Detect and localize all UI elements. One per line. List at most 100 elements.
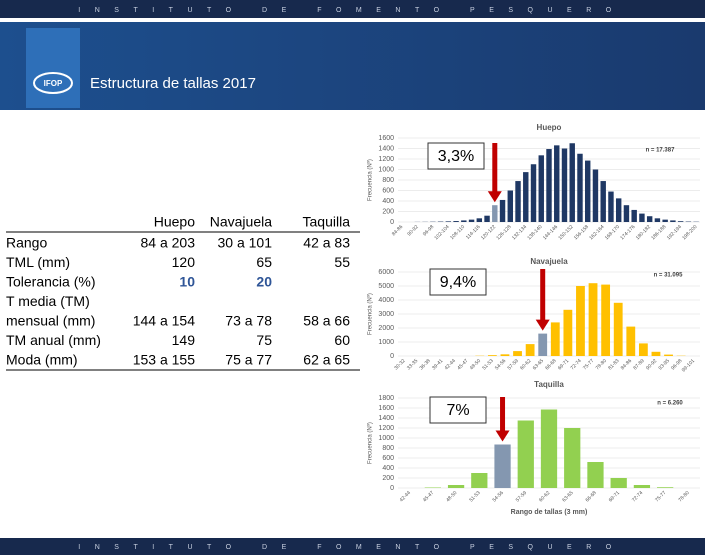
arrow-shaft [500, 397, 506, 432]
bar [540, 409, 558, 488]
logo-fish [33, 72, 73, 94]
bar [538, 155, 544, 222]
column-header: Huepo [154, 214, 195, 230]
bar [587, 462, 604, 488]
bar [569, 143, 575, 222]
x-axis-label: Rango de tallas (3 mm) [511, 509, 588, 516]
row-label: Moda (mm) [6, 352, 78, 368]
annotation: n = 31.095 [654, 273, 684, 279]
y-tick-label: 400 [382, 198, 394, 205]
bar [657, 487, 674, 488]
y-tick-label: 0 [390, 353, 394, 360]
row-label: TM anual (mm) [6, 332, 101, 348]
cell: 75 a 77 [225, 352, 272, 368]
bar [484, 215, 490, 222]
top-banner [0, 0, 705, 18]
y-tick-label: 1600 [378, 135, 394, 142]
bar [424, 487, 441, 488]
bar [563, 309, 573, 356]
bar [600, 181, 606, 222]
arrow-head [487, 191, 502, 203]
annotation-box [427, 142, 485, 170]
bar [492, 205, 498, 222]
y-tick-label: 5000 [378, 283, 394, 290]
y-tick-label: 1200 [378, 156, 394, 163]
cell: 30 a 101 [218, 235, 273, 251]
bar [651, 351, 661, 356]
annotation-box [429, 268, 487, 296]
y-tick-label: 1400 [378, 415, 394, 422]
row-label: Tolerancia (%) [6, 274, 95, 290]
bar [654, 218, 661, 222]
annotation: 9,4% [440, 274, 476, 291]
y-tick-label: 600 [382, 455, 394, 462]
bar [461, 220, 467, 222]
bar [525, 344, 535, 356]
bar [487, 355, 497, 356]
y-tick-label: 800 [382, 177, 394, 184]
bar [453, 221, 459, 222]
bar [513, 351, 522, 356]
y-tick-label: 1000 [378, 339, 394, 346]
bar [588, 283, 598, 356]
bar [564, 428, 581, 488]
bar [515, 181, 521, 222]
bar [626, 326, 636, 356]
bar [638, 343, 648, 356]
y-tick-label: 400 [382, 465, 394, 472]
bar [471, 473, 488, 488]
bar [538, 333, 548, 356]
bar [507, 190, 513, 222]
bar [662, 219, 668, 222]
y-tick-label: 4000 [378, 297, 394, 304]
bar [664, 354, 673, 356]
bar [577, 153, 583, 222]
bar [623, 205, 630, 222]
row-label: TML (mm) [6, 254, 70, 270]
annotation: 3,3% [438, 148, 474, 165]
bar [585, 160, 591, 222]
cell: 65 [256, 254, 272, 270]
bar [613, 302, 623, 356]
bar [601, 284, 611, 356]
bar [546, 149, 552, 222]
bar [633, 485, 651, 488]
header-band [0, 22, 705, 110]
bar [631, 209, 637, 222]
chart-title: Navajuela [530, 257, 568, 266]
bar [445, 221, 452, 222]
arrow-head [535, 319, 550, 331]
row-label: mensual (mm) [6, 313, 95, 329]
y-tick-label: 200 [382, 475, 394, 482]
chart-title: Huepo [537, 123, 562, 132]
bar [610, 478, 627, 488]
slide-title: Estructura de tallas 2017 [90, 75, 256, 92]
bar [592, 169, 599, 222]
y-tick-label: 1400 [378, 145, 394, 152]
cell: 144 a 154 [133, 313, 195, 329]
annotation-box [429, 396, 487, 424]
bar [608, 191, 614, 222]
y-tick-label: 200 [382, 208, 394, 215]
cell: 58 a 66 [303, 313, 350, 329]
y-tick-label: 2000 [378, 325, 394, 332]
bar [646, 216, 653, 222]
cell: 42 a 83 [303, 235, 350, 251]
y-tick-label: 800 [382, 445, 394, 452]
cell: 84 a 203 [141, 235, 196, 251]
bar [615, 198, 622, 222]
bar [677, 221, 684, 222]
annotation: n = 6.260 [657, 401, 683, 407]
cell: 55 [334, 254, 350, 270]
row-label: T media (TM) [6, 293, 90, 309]
bar [561, 148, 568, 222]
cell: 153 a 155 [133, 352, 195, 368]
column-header: Navajuela [210, 214, 272, 230]
y-tick-label: 1000 [378, 166, 394, 173]
arrow-head [495, 430, 510, 442]
bar [494, 444, 511, 488]
column-header: Taquilla [303, 214, 351, 230]
cell: 62 a 65 [303, 352, 350, 368]
y-tick-label: 0 [390, 219, 394, 226]
cell: 10 [179, 274, 195, 290]
